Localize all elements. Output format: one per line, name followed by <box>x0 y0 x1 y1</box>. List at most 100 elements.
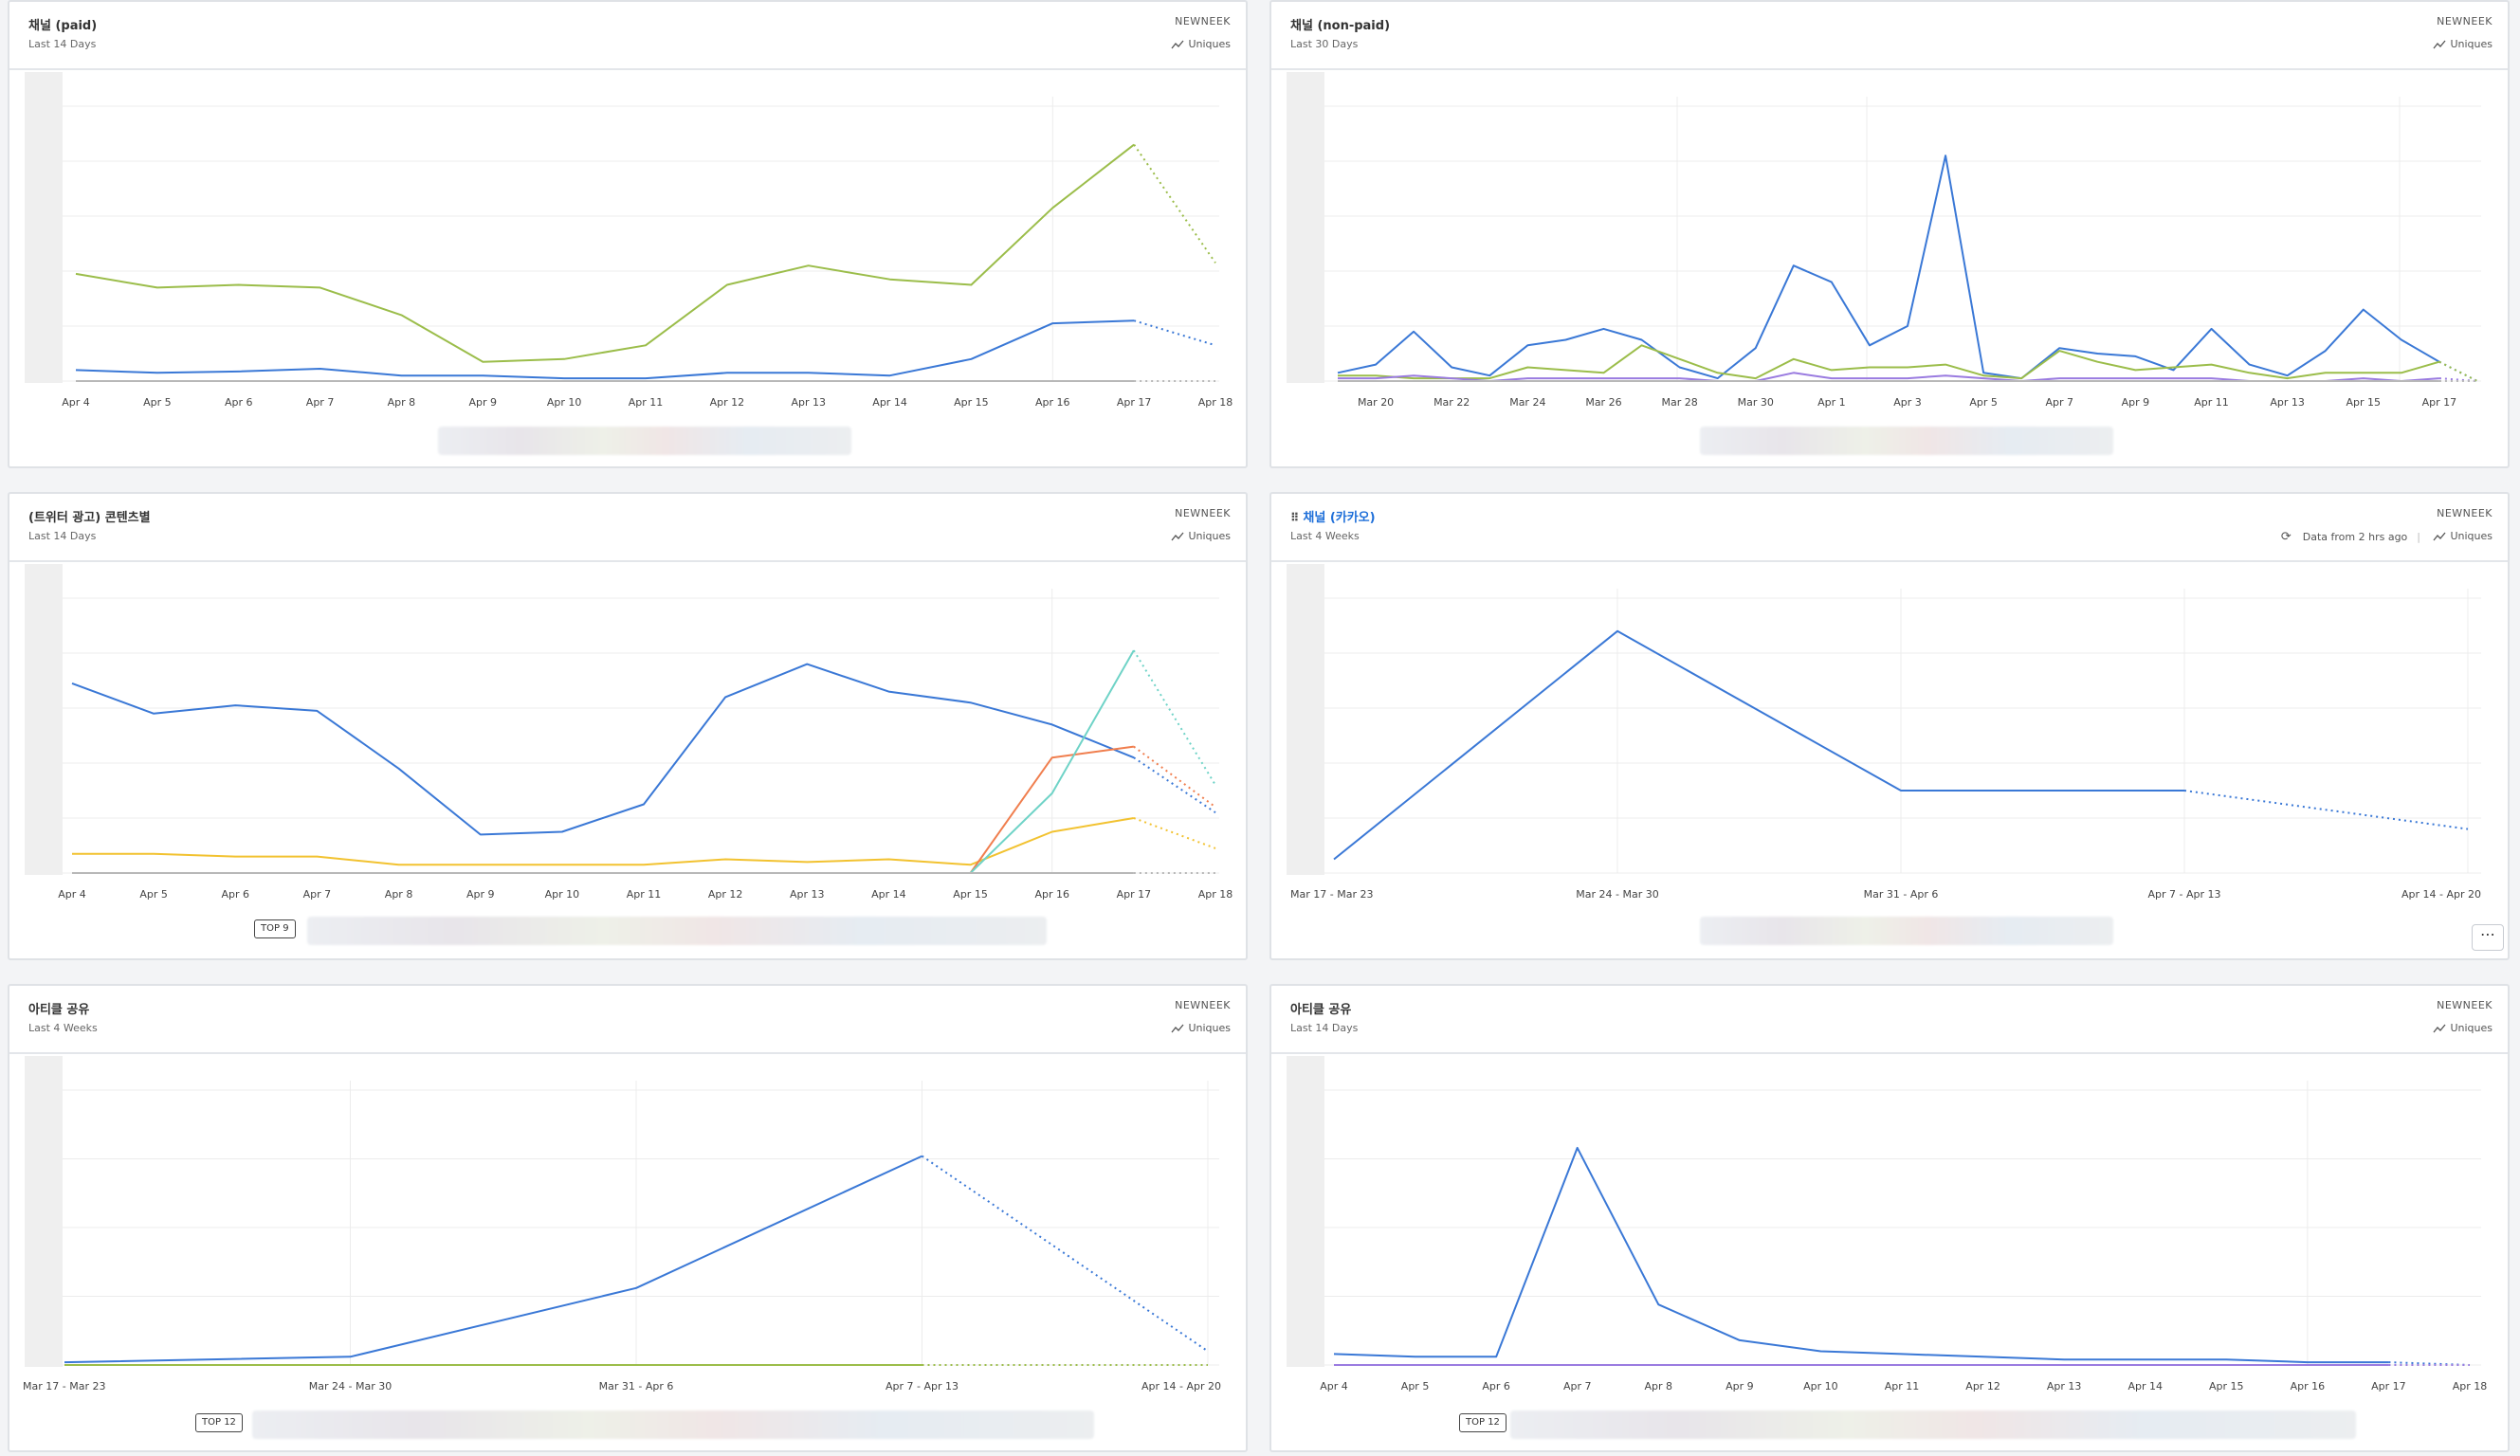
x-tick-label: Apr 15 <box>953 888 988 901</box>
x-tick-label: Mar 24 - Mar 30 <box>1576 888 1658 901</box>
x-tick-label: Apr 11 <box>1885 1380 1920 1392</box>
more-options-button[interactable]: ⋯ <box>2472 924 2504 951</box>
x-tick-label: Apr 13 <box>790 888 825 901</box>
x-tick-label: Apr 4 <box>1320 1380 1348 1392</box>
x-tick-label: Apr 10 <box>1803 1380 1838 1392</box>
panel-article-share-daily: 아티클 공유 Last 14 Days NEWNEEK Uniques Apr … <box>1269 984 2510 1452</box>
x-tick-label: Apr 11 <box>629 396 664 409</box>
series-line-blue[interactable] <box>1337 155 2440 380</box>
refresh-icon[interactable]: ⟳ <box>2280 530 2292 544</box>
series-line-teal[interactable] <box>72 649 1135 874</box>
top-n-badge[interactable]: TOP 9 <box>254 919 296 938</box>
line-chart[interactable]: Apr 4 Apr 5 Apr 6 Apr 7 Apr 8 Apr 9 Apr 10 Apr … <box>9 72 1246 470</box>
series-line-green[interactable] <box>75 143 1135 363</box>
panel-channel-paid: 채널 (paid) Last 14 Days NEWNEEK Uniques A… <box>8 0 1248 468</box>
series-line-blue[interactable] <box>1333 629 2184 861</box>
metric-selector[interactable]: Uniques <box>1171 530 1231 542</box>
x-tick-label: Apr 10 <box>545 888 580 901</box>
series-projection-green[interactable] <box>1133 144 1216 264</box>
series-projection-blue[interactable] <box>1133 319 1216 347</box>
x-tick-label: Apr 8 <box>385 888 413 901</box>
line-chart[interactable]: Apr 4 Apr 5 Apr 6 Apr 7 Apr 8 Apr 9 Apr 10 Apr … <box>9 564 1246 962</box>
chart-legend[interactable] <box>438 427 851 455</box>
metric-selector[interactable]: Uniques <box>2433 38 2493 50</box>
x-tick-label: Apr 17 <box>2422 396 2457 409</box>
panel-header: 채널 (paid) Last 14 Days NEWNEEK Uniques <box>9 2 1246 70</box>
top-n-badge[interactable]: TOP 12 <box>1459 1413 1507 1432</box>
x-tick-label: Apr 14 <box>871 888 906 901</box>
x-tick-label: Apr 6 <box>1482 1380 1510 1392</box>
series-line-green[interactable] <box>1338 344 2440 380</box>
panel-title[interactable]: 아티클 공유 <box>28 1003 90 1017</box>
chart-legend[interactable] <box>252 1410 1094 1439</box>
top-n-badge[interactable]: TOP 12 <box>195 1413 243 1432</box>
x-tick-label: Apr 15 <box>2347 396 2382 409</box>
y-axis-placeholder <box>1287 72 1324 383</box>
x-tick-label: Apr 14 <box>2127 1380 2163 1392</box>
chart-legend[interactable] <box>1700 427 2113 455</box>
line-chart[interactable]: Mar 17 - Mar 23 Mar 24 - Mar 30 Mar 31 - A… <box>9 1056 1246 1454</box>
panel-title-text[interactable]: 채널 (카카오) <box>1303 511 1376 525</box>
series-projection-green[interactable] <box>2438 360 2478 382</box>
panel-title[interactable]: 채널 (paid) <box>28 19 98 33</box>
y-axis-placeholder <box>1287 1056 1324 1367</box>
panel-date-range[interactable]: Last 14 Days <box>28 530 97 542</box>
series-line-blue[interactable] <box>1333 1146 2389 1364</box>
series-projection-blue[interactable] <box>921 1155 1209 1353</box>
line-chart[interactable]: Apr 4 Apr 5 Apr 6 Apr 7 Apr 8 Apr 9 Apr 10 Apr … <box>1271 1056 2508 1454</box>
series-line-orange[interactable] <box>72 745 1134 874</box>
metric-selector[interactable]: Uniques <box>1171 38 1231 50</box>
panel-date-range[interactable]: Last 4 Weeks <box>28 1022 98 1034</box>
panel-title[interactable]: 아티클 공유 <box>1290 1003 1352 1017</box>
series-line-yellow[interactable] <box>72 817 1135 866</box>
x-tick-label: Apr 17 <box>2371 1380 2406 1392</box>
x-tick-label: Mar 17 - Mar 23 <box>23 1380 105 1392</box>
series-projection-teal[interactable] <box>1133 649 1216 786</box>
x-tick-label: Apr 17 <box>1117 396 1152 409</box>
metric-label: Uniques <box>1188 38 1231 50</box>
line-chart[interactable]: Mar 17 - Mar 23 Mar 24 - Mar 30 Mar 31 - A… <box>1271 564 2508 962</box>
x-tick-label: Apr 14 - Apr 20 <box>1141 1380 1221 1392</box>
panel-date-range[interactable]: Last 4 Weeks <box>1290 530 1360 542</box>
panel-header: ⠿ 채널 (카카오) Last 4 Weeks NEWNEEK ⟳ Data fro… <box>1271 494 2508 562</box>
series-line-blue[interactable] <box>64 1155 922 1364</box>
x-tick-label: Apr 7 <box>303 888 332 901</box>
series-line-blue[interactable] <box>71 663 1135 836</box>
panel-date-range[interactable]: Last 30 Days <box>1290 38 1359 50</box>
series-projection-blue[interactable] <box>2388 1361 2471 1366</box>
series-line-blue[interactable] <box>75 319 1135 380</box>
chart-legend[interactable] <box>307 917 1047 945</box>
series-projection-blue[interactable] <box>1133 756 1216 814</box>
panel-header: 채널 (non-paid) Last 30 Days NEWNEEK Uniqu… <box>1271 2 2508 70</box>
chart-legend[interactable] <box>1700 917 2113 945</box>
panel-title[interactable]: 채널 (non-paid) <box>1290 19 1391 33</box>
panel-date-range[interactable]: Last 14 Days <box>28 38 97 50</box>
metric-selector[interactable]: Uniques <box>1171 1022 1231 1034</box>
series-projection-yellow[interactable] <box>1133 817 1216 849</box>
x-tick-label: Apr 8 <box>388 396 416 409</box>
x-tick-label: Apr 5 <box>139 888 168 901</box>
y-axis-placeholder <box>25 1056 63 1367</box>
data-freshness[interactable]: ⟳ Data from 2 hrs ago | <box>2281 530 2420 544</box>
panel-title[interactable]: (트위터 광고) 콘텐츠별 <box>28 511 151 525</box>
y-axis-placeholder <box>1287 564 1324 875</box>
x-tick-label: Mar 28 <box>1661 396 1697 409</box>
chart-legend[interactable] <box>1510 1410 2356 1439</box>
panel-header: 아티클 공유 Last 4 Weeks NEWNEEK Uniques <box>9 986 1246 1054</box>
series-projection-orange[interactable] <box>1133 745 1216 809</box>
drag-handle-icon[interactable]: ⠿ <box>1290 511 1300 524</box>
metric-selector[interactable]: Uniques <box>2433 1022 2493 1034</box>
x-tick-label: Apr 7 <box>2046 396 2074 409</box>
panel-title[interactable]: ⠿ 채널 (카카오) <box>1290 507 1376 525</box>
series-projection-blue[interactable] <box>2183 790 2469 830</box>
x-tick-label: Mar 24 - Mar 30 <box>309 1380 392 1392</box>
x-tick-label: Apr 9 <box>469 396 498 409</box>
series-projection-purple[interactable] <box>2438 377 2478 382</box>
project-name: NEWNEEK <box>2437 507 2493 519</box>
project-name: NEWNEEK <box>2437 999 2493 1011</box>
x-tick-label: Apr 13 <box>791 396 826 409</box>
line-chart[interactable]: Mar 20 Mar 22 Mar 24 Mar 26 Mar 28 Mar 30 Apr … <box>1271 72 2508 470</box>
panel-date-range[interactable]: Last 14 Days <box>1290 1022 1359 1034</box>
metric-label: Uniques <box>2450 1022 2493 1034</box>
metric-selector[interactable]: Uniques <box>2433 530 2493 542</box>
